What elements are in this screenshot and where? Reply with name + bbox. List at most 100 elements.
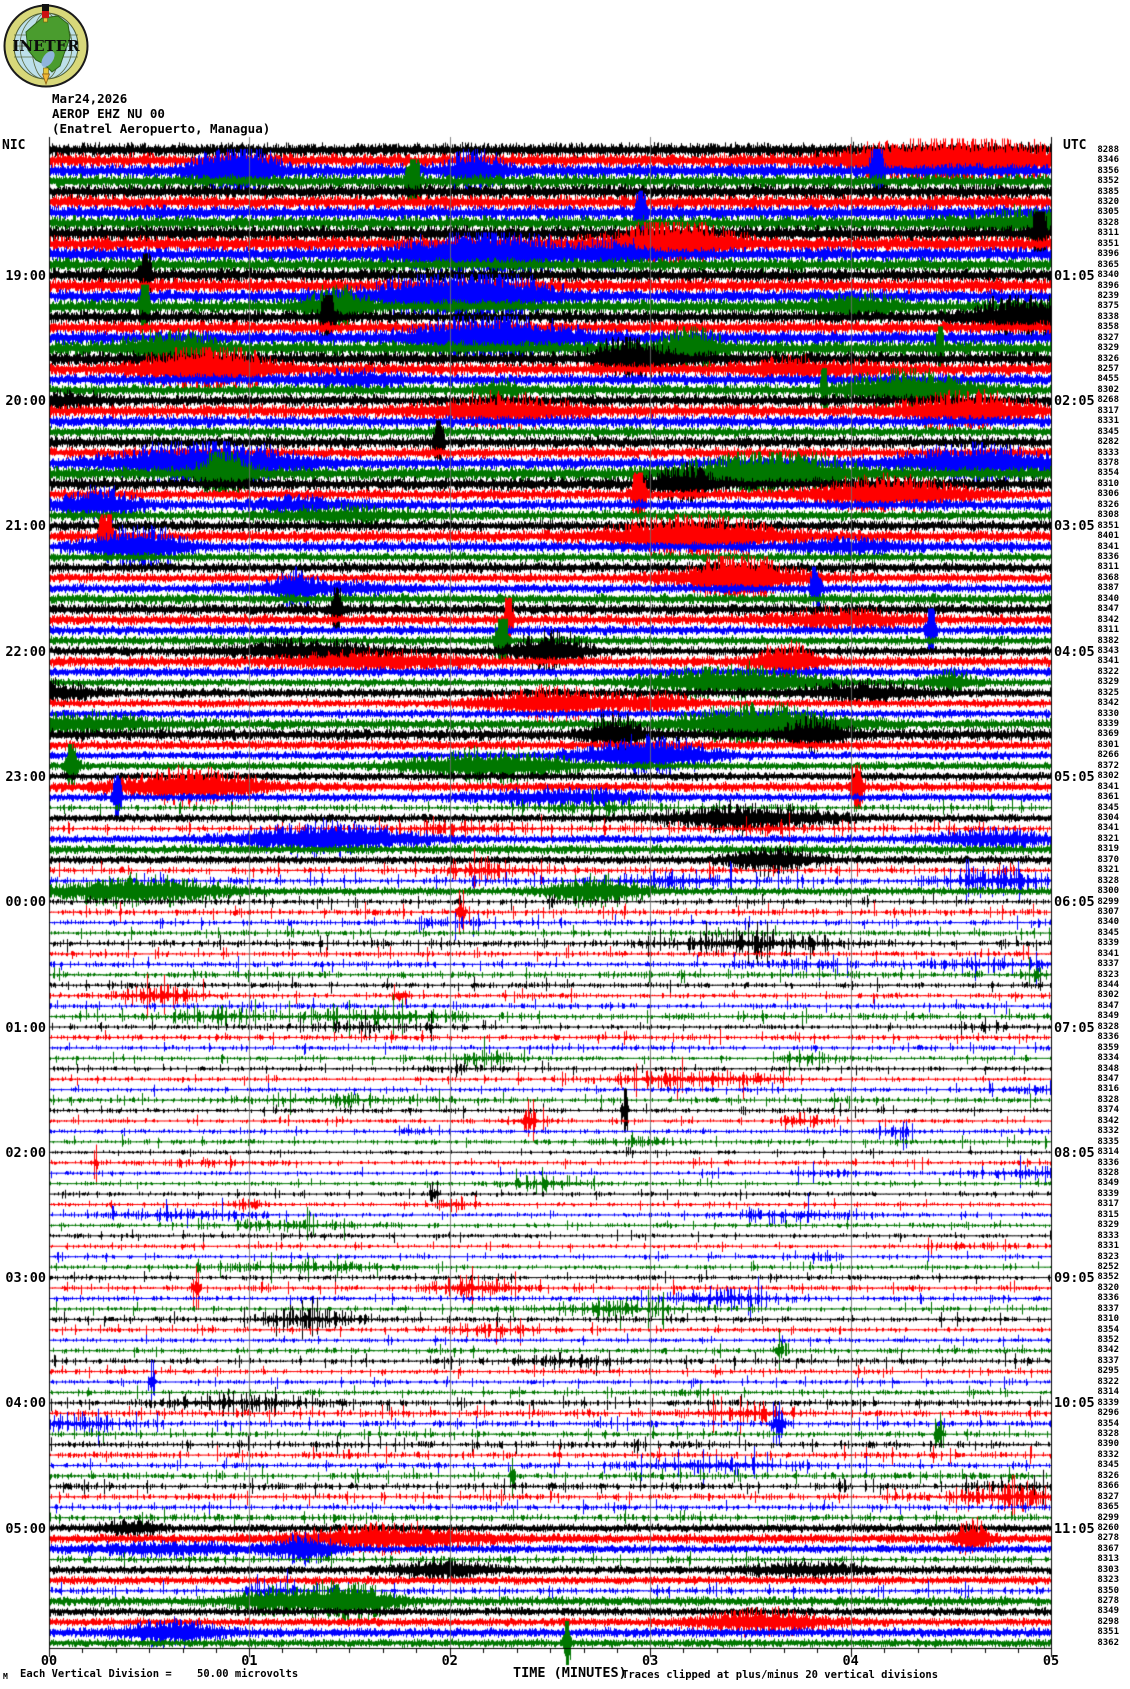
line-margin-value: 8327	[1097, 1491, 1119, 1502]
line-margin-value: 8344	[1097, 980, 1119, 991]
line-margin-value: 8326	[1097, 353, 1119, 364]
logo-nicaragua-map	[25, 15, 71, 73]
line-margin-value: 8367	[1097, 1543, 1119, 1554]
logo-flag-base	[43, 17, 48, 23]
line-margin-value: 8348	[1097, 1063, 1119, 1074]
line-margin-value: 8329	[1097, 677, 1119, 688]
line-margin-value: 8299	[1097, 896, 1119, 907]
line-margin-value: 8342	[1097, 614, 1119, 625]
line-margin-value: 8365	[1097, 1502, 1119, 1513]
line-margin-value: 8340	[1097, 270, 1119, 281]
line-margin-value: 8345	[1097, 927, 1119, 938]
line-margin-value: 8336	[1097, 1293, 1119, 1304]
line-margin-value: 8288	[1097, 144, 1119, 155]
right-hour-label: 02:05	[1054, 393, 1095, 410]
line-margin-value: 8260	[1097, 1522, 1119, 1533]
left-hour-label: 00:00	[5, 894, 46, 911]
line-margin-value: 8329	[1097, 343, 1119, 354]
line-margin-value: 8339	[1097, 719, 1119, 730]
right-hour-label: 09:05	[1054, 1270, 1095, 1287]
left-axis-header: NIC	[2, 138, 26, 153]
line-margin-value: 8339	[1097, 938, 1119, 949]
line-margin-value: 8356	[1097, 165, 1119, 176]
line-margin-value: 8302	[1097, 990, 1119, 1001]
ineter-logo: INETER	[3, 4, 89, 88]
line-margin-value: 8385	[1097, 186, 1119, 197]
footer-corner-mark: M	[3, 1672, 8, 1681]
line-margin-value: 8328	[1097, 1167, 1119, 1178]
line-margin-value: 8370	[1097, 854, 1119, 865]
line-margin-value: 8278	[1097, 1533, 1119, 1544]
footer-clip-note: Traces clipped at plus/minus 20 vertical…	[622, 1669, 939, 1681]
line-margin-value: 8343	[1097, 645, 1119, 656]
line-margin-value: 8311	[1097, 562, 1119, 573]
line-margin-value: 8375	[1097, 301, 1119, 312]
left-hour-label: 23:00	[5, 768, 46, 785]
x-axis-tick-label: 03	[642, 1653, 659, 1669]
logo-flag-black	[42, 4, 49, 11]
line-margin-value: 8327	[1097, 332, 1119, 343]
left-hour-label: 03:00	[5, 1270, 46, 1287]
line-margin-value: 8336	[1097, 1157, 1119, 1168]
right-hour-label: 04:05	[1054, 643, 1095, 660]
right-hour-label: 10:05	[1054, 1395, 1095, 1412]
line-margin-value: 8352	[1097, 176, 1119, 187]
line-margin-value: 8317	[1097, 405, 1119, 416]
line-margin-value: 8328	[1097, 1094, 1119, 1105]
line-margin-value: 8310	[1097, 1314, 1119, 1325]
line-margin-value: 8396	[1097, 249, 1119, 260]
line-margin-value: 8266	[1097, 750, 1119, 761]
left-hour-label: 02:00	[5, 1144, 46, 1161]
line-margin-value: 8358	[1097, 322, 1119, 333]
line-margin-value: 8331	[1097, 416, 1119, 427]
right-hour-label: 07:05	[1054, 1019, 1095, 1036]
line-margin-value: 8330	[1097, 708, 1119, 719]
line-margin-value: 8257	[1097, 364, 1119, 375]
line-margin-value: 8341	[1097, 823, 1119, 834]
line-margin-value: 8345	[1097, 1460, 1119, 1471]
line-margin-value: 8352	[1097, 1335, 1119, 1346]
line-margin-value: 8352	[1097, 1272, 1119, 1283]
left-hour-label: 05:00	[5, 1520, 46, 1537]
line-margin-value: 8301	[1097, 739, 1119, 750]
line-margin-value: 8302	[1097, 771, 1119, 782]
line-margin-value: 8390	[1097, 1439, 1119, 1450]
line-margin-value: 8325	[1097, 687, 1119, 698]
line-margin-value: 8322	[1097, 1376, 1119, 1387]
line-margin-value: 8328	[1097, 217, 1119, 228]
line-margin-value: 8374	[1097, 1105, 1119, 1116]
line-margin-value: 8341	[1097, 948, 1119, 959]
line-margin-value: 8315	[1097, 1209, 1119, 1220]
line-margin-value: 8342	[1097, 698, 1119, 709]
left-hour-label: 01:00	[5, 1019, 46, 1036]
line-margin-value: 8331	[1097, 1241, 1119, 1252]
logo-org-text: INETER	[12, 37, 80, 55]
line-margin-value: 8341	[1097, 541, 1119, 552]
line-margin-value: 8317	[1097, 1199, 1119, 1210]
line-margin-value: 8320	[1097, 1282, 1119, 1293]
left-hour-label: 04:00	[5, 1395, 46, 1412]
line-margin-value: 8323	[1097, 1575, 1119, 1586]
line-margin-value: 8359	[1097, 1042, 1119, 1053]
header-location: (Enatrel Aeropuerto, Managua)	[52, 121, 271, 136]
line-margin-value: 8351	[1097, 520, 1119, 531]
line-margin-value: 8328	[1097, 1021, 1119, 1032]
line-margin-value: 8362	[1097, 1637, 1119, 1648]
line-margin-value: 8347	[1097, 1074, 1119, 1084]
x-axis-tick-label: 02	[441, 1653, 458, 1669]
line-margin-value: 8303	[1097, 1564, 1119, 1575]
line-margin-value: 8299	[1097, 1512, 1119, 1523]
x-axis-tick-label: 01	[241, 1653, 258, 1669]
line-margin-value: 8302	[1097, 384, 1119, 395]
line-margin-value: 8345	[1097, 426, 1119, 437]
line-margin-value: 8337	[1097, 1355, 1119, 1366]
line-margin-value: 8369	[1097, 729, 1119, 740]
line-margin-value: 8313	[1097, 1554, 1119, 1565]
line-margin-value: 8340	[1097, 917, 1119, 928]
line-margin-value: 8329	[1097, 1220, 1119, 1231]
line-margin-value: 8335	[1097, 1136, 1119, 1147]
line-margin-value: 8304	[1097, 812, 1119, 823]
line-margin-value: 8328	[1097, 1428, 1119, 1439]
left-hour-label: 21:00	[5, 518, 46, 535]
line-margin-value: 8396	[1097, 280, 1119, 291]
